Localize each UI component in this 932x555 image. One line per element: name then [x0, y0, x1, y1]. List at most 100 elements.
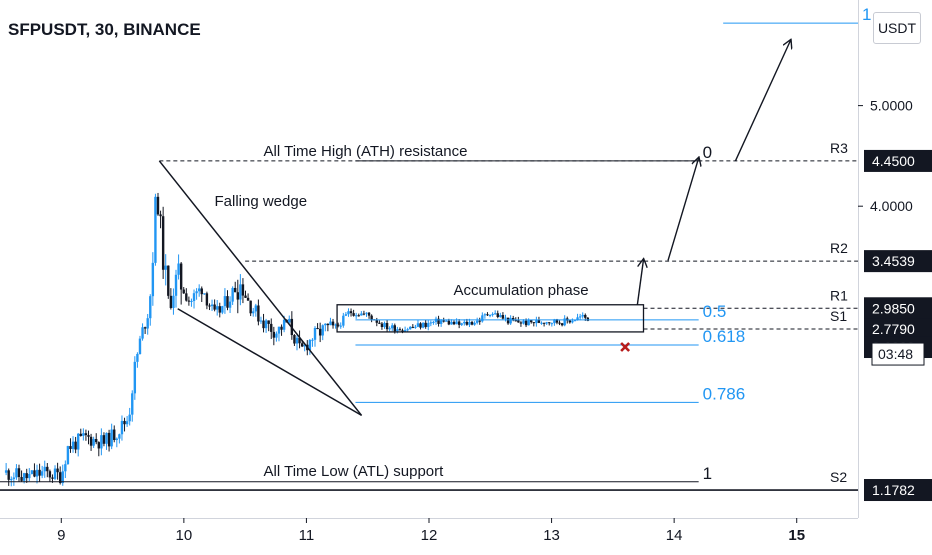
- candle-body: [493, 313, 497, 315]
- candle-body: [514, 320, 517, 322]
- candle-body: [475, 320, 479, 323]
- candle-body: [221, 306, 224, 313]
- candle-body: [530, 319, 533, 323]
- candle-body: [488, 315, 492, 317]
- candle-body: [339, 325, 342, 327]
- candle-body: [61, 471, 64, 484]
- fib-label: 0.786: [703, 384, 746, 403]
- candle-body: [542, 322, 546, 324]
- candle-body: [308, 340, 312, 351]
- candle-body: [414, 326, 417, 328]
- candle-body: [403, 330, 407, 332]
- candle-body: [169, 295, 173, 308]
- candle-body: [421, 322, 425, 328]
- candle-body: [113, 429, 116, 440]
- price-tag-label: 2.7790: [872, 321, 915, 337]
- candle-body: [540, 322, 543, 324]
- price-tag: [864, 318, 932, 341]
- candle-body: [95, 438, 98, 443]
- candle-body: [107, 432, 111, 447]
- accumulation-box: [336, 304, 645, 333]
- candle-body: [318, 328, 322, 336]
- candle-body: [486, 314, 489, 316]
- candle-body: [522, 320, 525, 324]
- candle-body: [195, 291, 198, 294]
- candle-body: [200, 288, 203, 295]
- candle-body: [571, 320, 574, 323]
- candle-body: [375, 320, 378, 323]
- candle-body: [419, 323, 422, 328]
- candle-body: [401, 330, 404, 332]
- projection-arrow: [636, 260, 643, 305]
- candle-body: [192, 293, 196, 301]
- candle-body: [573, 320, 577, 322]
- candle-body: [560, 323, 564, 326]
- candle-body: [30, 470, 34, 474]
- candle-body: [77, 433, 80, 450]
- candle-body: [280, 326, 283, 330]
- time-tick-label: 10: [176, 527, 193, 544]
- candle-body: [79, 433, 82, 436]
- candle-body: [84, 433, 88, 436]
- candle-body: [187, 300, 191, 302]
- candle-body: [409, 326, 412, 330]
- candle-body: [56, 468, 59, 473]
- candle-body: [25, 473, 28, 479]
- candle-body: [151, 262, 155, 297]
- candle-body: [43, 466, 46, 472]
- candle-body: [578, 316, 582, 318]
- price-tick-label: 5.0000: [870, 98, 913, 114]
- currency-button[interactable]: USDT: [873, 12, 921, 44]
- candle-body: [133, 361, 137, 394]
- candle-body: [277, 326, 281, 334]
- candle-body: [388, 328, 391, 330]
- candle-body: [203, 293, 206, 295]
- candle-body: [349, 311, 353, 314]
- candle-body: [555, 319, 559, 323]
- candle-body: [100, 435, 103, 449]
- candle-body: [501, 315, 505, 319]
- candle-body: [481, 315, 484, 322]
- candle-body: [385, 322, 389, 330]
- candle-body: [362, 313, 366, 315]
- candle-body: [270, 323, 273, 332]
- time-tick-label: 12: [421, 527, 438, 544]
- candle-body: [416, 323, 420, 327]
- candle-body: [110, 429, 113, 447]
- candle-body: [48, 471, 52, 478]
- candle-body: [313, 327, 317, 340]
- time-tick-label: 15: [788, 527, 805, 544]
- candle-body: [329, 321, 332, 326]
- candle-body: [293, 334, 296, 344]
- candle-body: [483, 314, 487, 316]
- candle-body: [354, 315, 358, 317]
- candle-body: [478, 320, 481, 322]
- candle-body: [437, 318, 440, 324]
- candle-body: [463, 321, 466, 324]
- fib-label: 1: [862, 5, 871, 24]
- time-tick-label: 9: [57, 527, 65, 544]
- candle-body: [257, 305, 260, 322]
- candle-body: [517, 320, 520, 323]
- candle-body: [512, 318, 515, 321]
- candle-body: [177, 263, 180, 275]
- candle-body: [447, 320, 451, 325]
- price-tag-label: 4.4500: [872, 153, 915, 169]
- candle-body: [336, 324, 340, 326]
- candle-body: [550, 323, 554, 325]
- candle-body: [161, 216, 165, 270]
- candle-body: [553, 319, 556, 324]
- candle-body: [97, 442, 100, 449]
- candle-body: [563, 318, 566, 326]
- candle-body: [138, 338, 142, 354]
- candle-body: [424, 322, 427, 327]
- candle-body: [383, 322, 386, 327]
- candle-body: [548, 322, 551, 324]
- candle-body: [537, 319, 541, 323]
- price-axis: 5.0000 4.0000 4.4500 R3 3.4539 R2 2.9850 R1 2.77…: [830, 0, 932, 518]
- candle-body: [38, 469, 41, 476]
- candle-body: [316, 327, 319, 329]
- candle-body: [66, 446, 70, 465]
